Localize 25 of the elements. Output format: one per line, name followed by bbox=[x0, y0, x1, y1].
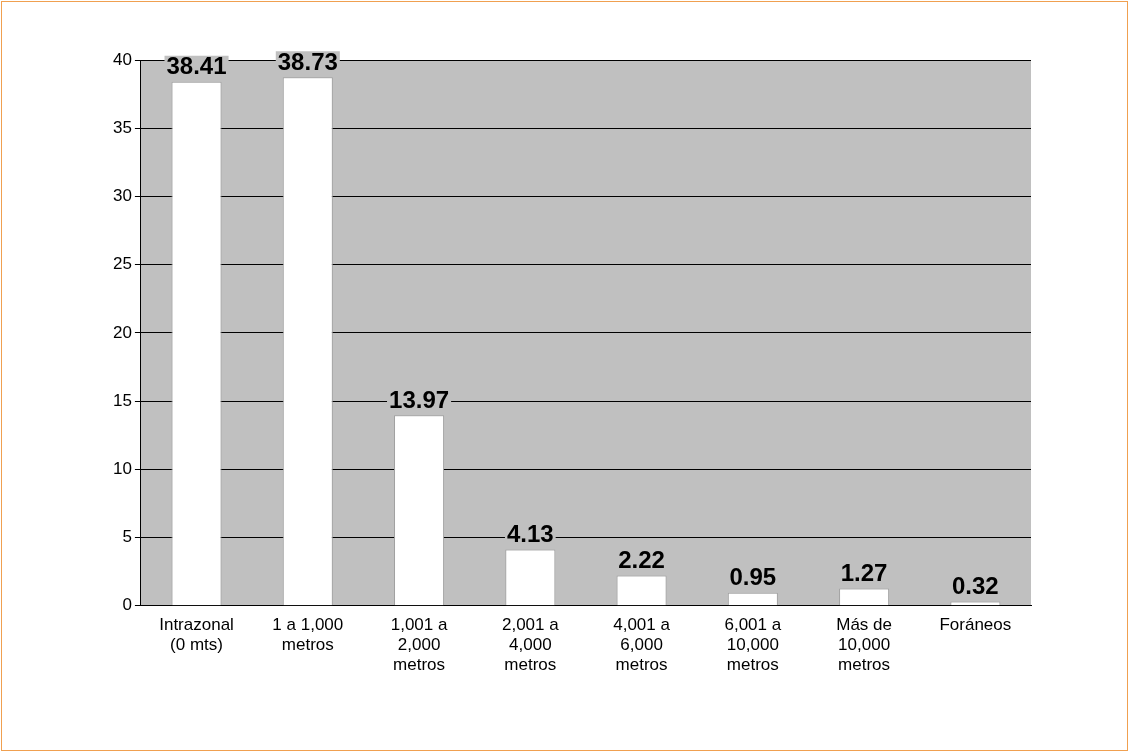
data-label: 13.97 bbox=[389, 385, 450, 413]
x-tick-label: Intrazonal (0 mts) bbox=[159, 614, 234, 655]
y-tick-label: 20 bbox=[112, 322, 132, 342]
y-tick-label: 5 bbox=[122, 527, 132, 547]
x-tick-label: 1,001 a 2,000 metros bbox=[390, 614, 448, 675]
x-tick-label: 6,001 a 10,000 metros bbox=[724, 614, 782, 675]
x-tick-label: Más de 10,000 metros bbox=[836, 614, 892, 675]
data-label: 4.13 bbox=[506, 520, 554, 548]
x-tick-label: 2,001 a 4,000 metros bbox=[501, 614, 560, 675]
data-label: 1.27 bbox=[840, 559, 888, 587]
y-tick-label: 35 bbox=[112, 117, 132, 137]
data-label: 0.95 bbox=[729, 563, 777, 591]
y-tick-label: 25 bbox=[112, 254, 132, 274]
x-tick-label: 4,001 a 6,000 metros bbox=[613, 614, 671, 675]
x-tick-label: 1 a 1,000 metros bbox=[272, 614, 344, 655]
data-label: 38.41 bbox=[166, 52, 227, 80]
y-tick-label: 15 bbox=[112, 390, 132, 410]
data-label: 2.22 bbox=[618, 546, 665, 574]
y-tick-label: 10 bbox=[112, 459, 132, 479]
x-tick-label: Foráneos bbox=[939, 614, 1012, 634]
data-label: 38.73 bbox=[277, 47, 338, 75]
y-tick-label: 40 bbox=[112, 49, 132, 69]
y-tick-label: 30 bbox=[112, 186, 132, 206]
data-label: 0.32 bbox=[952, 572, 999, 600]
y-tick-label: 0 bbox=[122, 595, 132, 615]
